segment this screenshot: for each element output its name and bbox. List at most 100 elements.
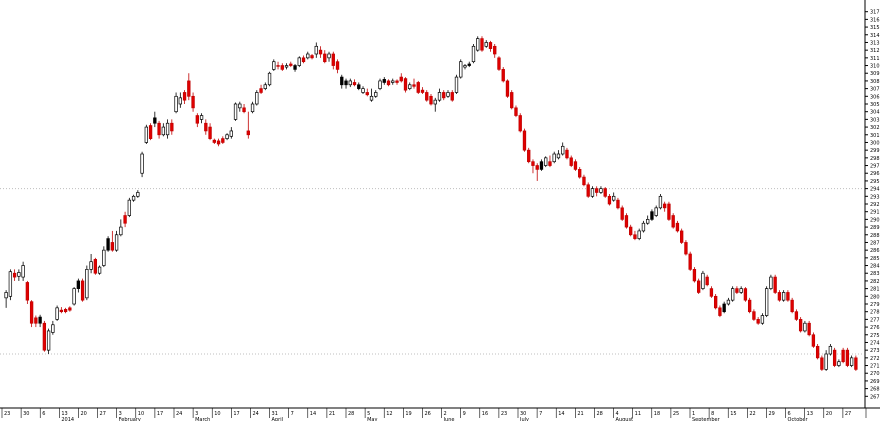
candle [705, 274, 709, 287]
candle [263, 82, 267, 91]
candle-body [803, 322, 807, 332]
candle [548, 155, 552, 168]
candle-body [527, 149, 531, 163]
candle [841, 347, 845, 364]
candle [289, 61, 293, 68]
candle [798, 317, 803, 333]
candle-body [569, 157, 573, 166]
candle [182, 90, 187, 104]
candle-body [747, 299, 752, 313]
candle [522, 128, 527, 152]
candle-body [709, 288, 714, 297]
candle-body [238, 103, 242, 109]
candle-body [85, 269, 89, 299]
candle [102, 246, 106, 268]
y-tick-label: 284 [870, 264, 880, 270]
candle-body [293, 65, 297, 70]
candle [603, 187, 607, 198]
candle-body [675, 222, 680, 232]
candle-body [314, 45, 318, 55]
candle-body [72, 288, 76, 305]
candle [646, 215, 650, 225]
candle [144, 124, 149, 144]
candle-body [781, 292, 786, 301]
candles-group [4, 36, 858, 371]
candle [539, 159, 544, 171]
x-month-label: May [367, 417, 377, 421]
candle-body [403, 78, 408, 91]
candle [701, 270, 705, 291]
candle [361, 86, 365, 94]
candle-body [841, 349, 845, 363]
candle-body [739, 288, 743, 293]
candle-body [578, 169, 582, 178]
candle-body [459, 61, 463, 78]
candle [374, 90, 378, 98]
candle [697, 278, 701, 294]
candle-body [335, 61, 340, 70]
x-day-label: 27 [100, 411, 106, 417]
candle [38, 314, 42, 328]
candle [93, 257, 98, 275]
candle [629, 224, 633, 237]
y-tick-label: 312 [870, 48, 880, 54]
candle [131, 194, 136, 202]
candle-body [391, 80, 395, 83]
x-month-label: August [616, 417, 634, 421]
candle-body [225, 134, 229, 139]
candle-body [658, 195, 663, 209]
candle-body [416, 82, 420, 93]
candle [726, 297, 731, 306]
candle-body [382, 79, 386, 83]
candle [476, 36, 480, 52]
candle [191, 92, 195, 112]
candle [378, 78, 382, 91]
candle-body [488, 42, 493, 49]
candle [76, 278, 81, 293]
candle [136, 190, 140, 198]
x-day-label: 15 [730, 411, 736, 417]
candle [794, 309, 799, 321]
candle-body [272, 61, 276, 70]
candle-body [854, 357, 858, 370]
y-tick-label: 314 [870, 33, 880, 39]
candle-body [229, 130, 233, 137]
x-day-label: 23 [501, 411, 507, 417]
candle-body [535, 165, 539, 170]
candle-body [573, 161, 578, 170]
candle-body [352, 82, 357, 86]
candle [51, 320, 55, 335]
y-tick-label: 300 [870, 140, 880, 146]
candle-body [828, 345, 833, 355]
x-month-label: June [443, 417, 455, 421]
candle-body [705, 276, 709, 286]
candle-body [454, 76, 459, 93]
candle [429, 94, 433, 106]
candle-body [340, 76, 344, 86]
x-day-label: 14 [310, 411, 316, 417]
candle [654, 205, 658, 218]
x-day-label: 22 [749, 411, 755, 417]
y-tick-label: 283 [870, 271, 880, 277]
candle [535, 163, 539, 181]
y-tick-label: 278 [870, 310, 880, 316]
y-tick-label: 274 [870, 340, 880, 346]
candle [828, 344, 833, 356]
candle-body [140, 153, 144, 174]
x-day-label: 20 [80, 411, 86, 417]
candle [199, 113, 204, 124]
candle [357, 82, 361, 91]
candle [544, 156, 548, 168]
candle-body [267, 72, 272, 86]
candle [233, 102, 238, 121]
candle-body [629, 226, 633, 236]
candle-body [21, 265, 25, 278]
y-tick-label: 298 [870, 156, 880, 162]
y-tick-label: 292 [870, 202, 880, 208]
candle [306, 51, 310, 60]
candle [437, 88, 442, 102]
x-day-label: 28 [596, 411, 602, 417]
candle [773, 274, 777, 294]
candle [459, 59, 463, 79]
